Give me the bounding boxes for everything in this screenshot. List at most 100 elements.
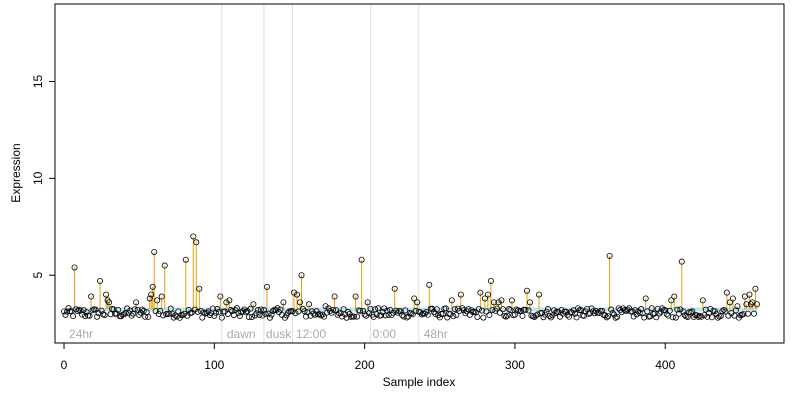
highlighted-data-point [726,299,733,306]
data-point [115,306,122,313]
data-point [318,312,325,319]
data-point [339,313,346,320]
data-point [420,310,427,317]
data-point [274,305,281,312]
data-point [205,308,212,315]
highlighted-data-point [182,256,189,263]
data-point [429,305,436,312]
data-point [268,311,275,318]
data-point [337,310,344,317]
data-point [672,314,679,321]
data-point [680,308,687,315]
data-point [539,310,546,317]
data-point [80,307,87,314]
x-tick-label: 0 [61,358,68,372]
highlighted-data-point [190,233,197,240]
data-point [656,310,663,317]
data-point [633,311,640,318]
highlighted-data-point [391,285,398,292]
condition-label: 48hr [424,327,448,341]
data-point [740,311,747,318]
data-point [689,308,696,315]
highlighted-data-point [414,299,421,306]
highlighted-data-point [104,297,111,304]
data-point [259,312,266,319]
highlighted-data-point [226,297,233,304]
data-point [304,309,311,316]
highlighted-data-point [723,289,730,296]
highlighted-data-point [193,239,200,246]
data-point [137,309,144,316]
highlighted-data-point [263,283,270,290]
data-point [744,310,751,317]
data-point [572,310,579,317]
data-point [203,309,210,316]
data-point [447,311,454,318]
data-point [560,310,567,317]
y-tick-label: 10 [31,171,45,185]
highlighted-data-point [154,297,161,304]
data-point [614,313,621,320]
data-point [295,308,302,315]
background-points [61,305,757,321]
data-point [609,310,616,317]
data-point [674,306,681,313]
data-point [444,314,451,321]
data-point [100,311,107,318]
data-point [181,310,188,317]
data-point [77,307,84,314]
data-point [704,313,711,320]
data-point [546,313,553,320]
data-point [266,314,273,321]
highlighted-data-point [699,297,706,304]
data-point [402,307,409,314]
highlighted-data-point [217,293,224,300]
data-point [626,305,633,312]
data-point [439,310,446,317]
highlighted-data-point [523,287,530,294]
data-point [83,309,90,316]
data-point [92,306,99,313]
data-point [687,309,694,316]
data-point [475,305,482,312]
data-point [669,314,676,321]
highlighted-data-point [484,291,491,298]
highlighted-data-point [306,301,313,308]
data-point [239,308,246,315]
highlighted-data-point [133,299,140,306]
data-point [698,313,705,320]
data-point [197,308,204,315]
data-point [507,307,514,314]
highlighted-data-point [322,303,329,310]
data-point [630,313,637,320]
data-point [421,310,428,317]
data-point [145,313,152,320]
data-point [486,312,493,319]
data-point [214,306,221,313]
data-point [265,310,272,317]
highlighted-data-point [668,297,675,304]
data-point [241,306,248,313]
data-point [653,314,660,321]
data-point [442,305,449,312]
highlighted-data-point [729,295,736,302]
highlighted-data-point [106,299,113,306]
data-point [175,308,182,315]
highlighted-data-point [426,281,433,288]
highlighted-data-point [223,299,230,306]
data-point [552,309,559,316]
data-point [188,309,195,316]
highlighted-data-point [149,283,156,290]
data-point [107,311,114,318]
data-point [247,305,254,312]
data-point [720,306,727,313]
data-point [324,309,331,316]
highlighted-data-point [158,293,165,300]
highlighted-data-point [448,297,455,304]
condition-label: dusk [266,327,292,341]
data-point [493,305,500,312]
data-point [121,311,128,318]
highlighted-data-point [358,256,365,263]
data-point [98,307,105,314]
